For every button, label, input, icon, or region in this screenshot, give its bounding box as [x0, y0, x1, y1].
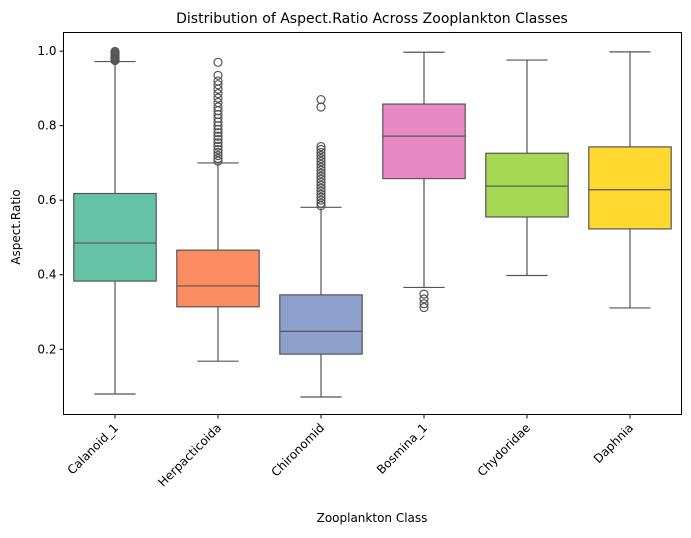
outlier-point: [316, 141, 326, 152]
box-group-herpacticoida: [176, 57, 260, 362]
outlier-point: [213, 57, 223, 67]
outlier-point: [213, 147, 223, 158]
iqr-box: [279, 294, 363, 355]
plot-area: [73, 46, 672, 398]
outlier-point: [316, 168, 326, 178]
iqr-box: [382, 103, 466, 180]
x-tick-label: Calanoid_1: [65, 421, 122, 478]
outlier-point: [316, 198, 326, 208]
outlier-point: [316, 183, 326, 193]
outlier-point: [213, 138, 223, 148]
outlier-point: [213, 128, 223, 138]
y-axis: 0.2 0.4 0.6 0.8 1.0: [37, 44, 64, 356]
box-group-daphnia: [588, 51, 672, 309]
iqr-box: [485, 152, 569, 218]
outlier-point: [213, 141, 223, 151]
outlier-point: [316, 162, 326, 173]
outlier-point: [316, 186, 326, 196]
plot-frame: [63, 32, 682, 415]
outlier-point: [213, 131, 223, 141]
y-tick-label: 0.6: [37, 193, 56, 207]
x-tick-label: Bosmina_1: [374, 421, 430, 477]
outlier-point: [419, 294, 429, 304]
outlier-point: [316, 147, 326, 158]
outlier-point: [316, 102, 326, 112]
outlier-point: [213, 97, 223, 108]
outlier-point: [419, 299, 429, 309]
outlier-point: [213, 70, 223, 80]
box-group-calanoid_1: [73, 46, 157, 395]
x-tick-label: Chydoridae: [475, 421, 533, 479]
x-tick-label: Chironomid: [268, 421, 327, 480]
outlier-point: [316, 153, 326, 164]
outlier-point: [213, 150, 223, 161]
iqr-box: [176, 249, 260, 308]
iqr-box: [73, 192, 157, 282]
x-axis: Calanoid_1 Herpacticoida Chironomid Bosmina…: [65, 414, 636, 490]
outlier-point: [316, 195, 326, 205]
outlier-point: [110, 46, 120, 57]
x-axis-label: Zooplankton Class: [317, 511, 428, 525]
outlier-point: [213, 134, 223, 145]
outlier-point: [316, 150, 326, 161]
box-group-chironomid: [279, 94, 363, 398]
outlier-point: [213, 89, 223, 99]
outlier-point: [316, 189, 326, 199]
outlier-point: [213, 144, 223, 155]
outlier-point: [316, 192, 326, 202]
chart-title: Distribution of Aspect.Ratio Across Zoop…: [176, 11, 568, 27]
outlier-point: [316, 94, 326, 105]
iqr-box: [588, 146, 672, 230]
y-tick-label: 0.2: [37, 342, 56, 356]
outlier-point: [316, 177, 326, 187]
x-tick-label: Herpacticoida: [155, 421, 224, 490]
outlier-point: [213, 80, 223, 90]
y-tick-label: 1.0: [37, 44, 56, 58]
box-group-bosmina_1: [382, 51, 466, 313]
outlier-point: [316, 159, 326, 170]
y-tick-label: 0.4: [37, 268, 56, 282]
outlier-point: [316, 144, 326, 155]
outlier-point: [316, 156, 326, 167]
outlier-point: [419, 289, 429, 299]
outlier-point: [316, 180, 326, 190]
box-group-chydoridae: [485, 59, 569, 277]
x-tick-label: Daphnia: [591, 421, 636, 466]
y-axis-label: Aspect.Ratio: [9, 189, 23, 264]
y-tick-label: 0.8: [37, 119, 56, 133]
outlier-point: [213, 153, 223, 164]
outlier-point: [316, 171, 326, 181]
outlier-point: [213, 76, 223, 86]
outlier-point: [316, 174, 326, 184]
outlier-point: [213, 93, 223, 103]
outlier-point: [316, 165, 326, 175]
outlier-point: [213, 102, 223, 112]
